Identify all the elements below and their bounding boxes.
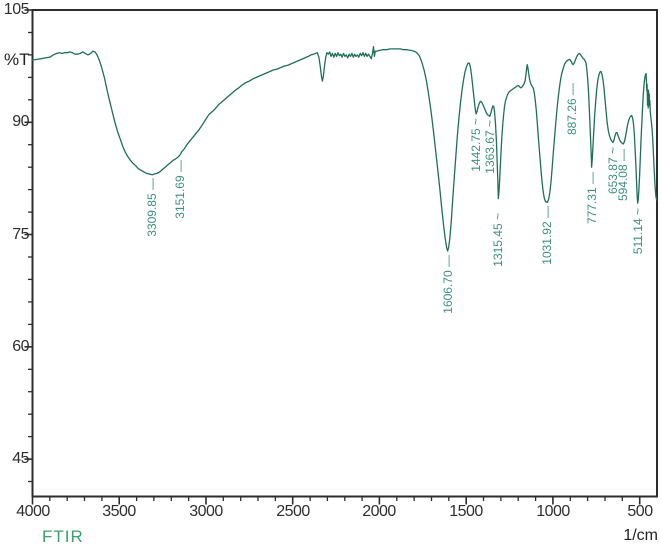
x-axis-title: 1/cm [623, 527, 658, 544]
peak-label-1442.75: 1442.75 ~ [469, 118, 483, 172]
y-tick-label-45: 45 [12, 450, 29, 467]
peak-label-1606.70: 1606.70 — [441, 255, 455, 314]
x-tick-label-1500: 1500 [449, 503, 483, 520]
x-tick-label-1000: 1000 [536, 503, 570, 520]
y-tick-label-75: 75 [12, 226, 29, 243]
y-tick-label-90: 90 [12, 113, 29, 130]
peak-label-777.31: 777.31 — [585, 172, 599, 225]
x-tick-label-2000: 2000 [362, 503, 396, 520]
peak-label-3151.69: 3151.69 — [173, 160, 187, 219]
peak-label-594.08: 594.08 — [616, 149, 630, 202]
peak-label-1363.67: 1363.67 ~ [483, 120, 497, 174]
spectrum-type-label: FTIR [42, 527, 84, 546]
x-tick-label-3000: 3000 [189, 503, 223, 520]
x-tick-label-2500: 2500 [276, 503, 310, 520]
y-tick-label-105: 105 [3, 1, 30, 18]
peak-label-1031.92: 1031.92 — [540, 206, 554, 265]
plot-border [31, 9, 658, 498]
x-tick-label-3500: 3500 [102, 503, 136, 520]
peak-label-3309.85: 3309.85 — [145, 178, 159, 237]
peak-label-1315.45: 1315.45 ~ [491, 213, 505, 267]
y-axis-title: %T [4, 50, 30, 69]
x-tick-label-4000: 4000 [16, 503, 50, 520]
spectrum-curve [31, 46, 658, 252]
peak-label-511.14: 511.14 ~ [631, 208, 645, 255]
peak-label-887.26: 887.26 — [565, 83, 579, 136]
y-tick-label-60: 60 [12, 338, 29, 355]
x-tick-label-500: 500 [627, 503, 653, 520]
